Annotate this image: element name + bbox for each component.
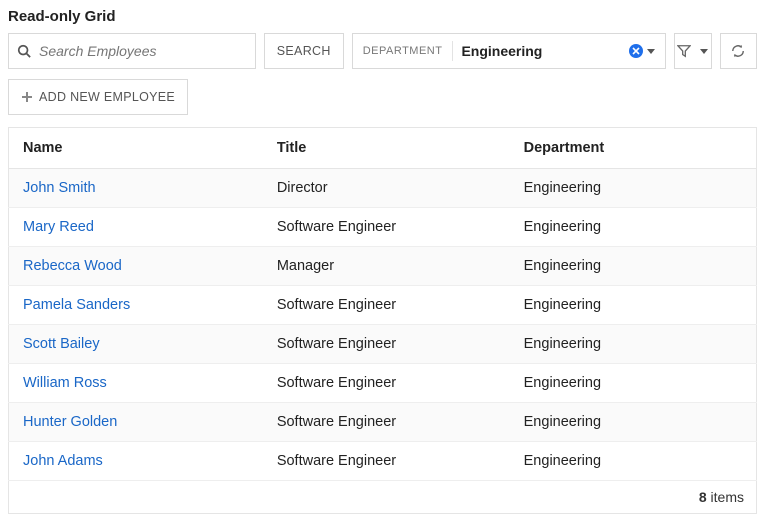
- table-row: Rebecca Wood ManagerEngineering: [9, 247, 757, 286]
- employee-title: Software Engineer: [263, 325, 510, 364]
- employee-name-link[interactable]: Scott Bailey: [23, 336, 100, 352]
- table-row: Mary Reed Software EngineerEngineering: [9, 208, 757, 247]
- filter-actions: [629, 44, 655, 58]
- header-row: Name Title Department: [9, 128, 757, 169]
- toolbar: SEARCH DEPARTMENT Engineering: [8, 33, 757, 69]
- filter-label: DEPARTMENT: [363, 41, 454, 61]
- items-label: items: [711, 489, 744, 505]
- employee-department: Engineering: [510, 208, 757, 247]
- funnel-icon: [677, 44, 691, 58]
- search-field-wrap: [8, 33, 256, 69]
- grid-footer: 8 items: [8, 481, 757, 514]
- employee-name-link[interactable]: John Adams: [23, 453, 103, 469]
- employee-title: Software Engineer: [263, 442, 510, 481]
- employee-title: Director: [263, 169, 510, 208]
- employee-department: Engineering: [510, 286, 757, 325]
- table-row: Hunter Golden Software EngineerEngineerin…: [9, 403, 757, 442]
- refresh-icon: [731, 44, 745, 58]
- employee-name-link[interactable]: Pamela Sanders: [23, 297, 130, 313]
- search-button-label: SEARCH: [277, 44, 331, 58]
- employee-department: Engineering: [510, 325, 757, 364]
- employee-name-link[interactable]: John Smith: [23, 180, 96, 196]
- table-row: John Smith DirectorEngineering: [9, 169, 757, 208]
- clear-filter-icon[interactable]: [629, 44, 643, 58]
- table-row: John Adams Software EngineerEngineering: [9, 442, 757, 481]
- table-row: William Ross Software EngineerEngineering: [9, 364, 757, 403]
- refresh-button[interactable]: [720, 33, 757, 69]
- employee-department: Engineering: [510, 247, 757, 286]
- employee-title: Software Engineer: [263, 403, 510, 442]
- chevron-down-icon: [700, 49, 708, 54]
- department-filter[interactable]: DEPARTMENT Engineering: [352, 33, 667, 69]
- employee-department: Engineering: [510, 403, 757, 442]
- employee-name-link[interactable]: Rebecca Wood: [23, 258, 122, 274]
- chevron-down-icon[interactable]: [647, 49, 655, 54]
- table-row: Scott Bailey Software EngineerEngineering: [9, 325, 757, 364]
- plus-icon: [21, 91, 33, 103]
- filter-value: Engineering: [461, 43, 621, 59]
- employee-department: Engineering: [510, 169, 757, 208]
- employee-name-link[interactable]: William Ross: [23, 375, 107, 391]
- filter-button[interactable]: [674, 33, 711, 69]
- employee-department: Engineering: [510, 442, 757, 481]
- search-button[interactable]: SEARCH: [264, 33, 344, 69]
- add-employee-button[interactable]: ADD NEW EMPLOYEE: [8, 79, 188, 115]
- col-header-name[interactable]: Name: [9, 128, 263, 169]
- employee-name-link[interactable]: Mary Reed: [23, 219, 94, 235]
- page-title: Read-only Grid: [8, 8, 757, 25]
- employee-title: Software Engineer: [263, 286, 510, 325]
- employee-grid: Name Title Department John Smith Director…: [8, 127, 757, 481]
- col-header-department[interactable]: Department: [510, 128, 757, 169]
- add-row: ADD NEW EMPLOYEE: [8, 79, 757, 115]
- employee-department: Engineering: [510, 364, 757, 403]
- add-button-label: ADD NEW EMPLOYEE: [39, 90, 175, 104]
- employee-title: Software Engineer: [263, 364, 510, 403]
- search-input[interactable]: [37, 42, 247, 60]
- search-icon: [17, 44, 31, 58]
- item-count: 8: [699, 489, 707, 505]
- employee-title: Software Engineer: [263, 208, 510, 247]
- employee-title: Manager: [263, 247, 510, 286]
- employee-name-link[interactable]: Hunter Golden: [23, 414, 117, 430]
- col-header-title[interactable]: Title: [263, 128, 510, 169]
- table-row: Pamela Sanders Software EngineerEngineeri…: [9, 286, 757, 325]
